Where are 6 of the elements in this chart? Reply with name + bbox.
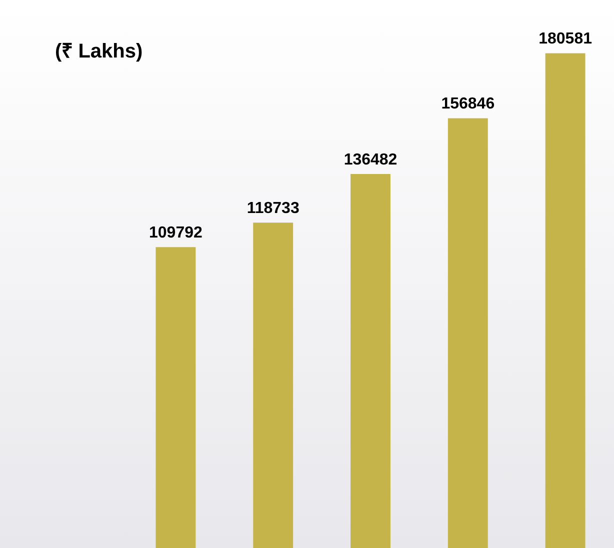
data-label: 136482 — [344, 151, 398, 168]
data-label: 109792 — [149, 224, 202, 242]
chart-title: (₹ Lakhs) — [55, 40, 143, 63]
data-label: 118733 — [246, 200, 300, 218]
data-label: 156846 — [441, 96, 495, 113]
data-label: 180581 — [538, 30, 592, 48]
